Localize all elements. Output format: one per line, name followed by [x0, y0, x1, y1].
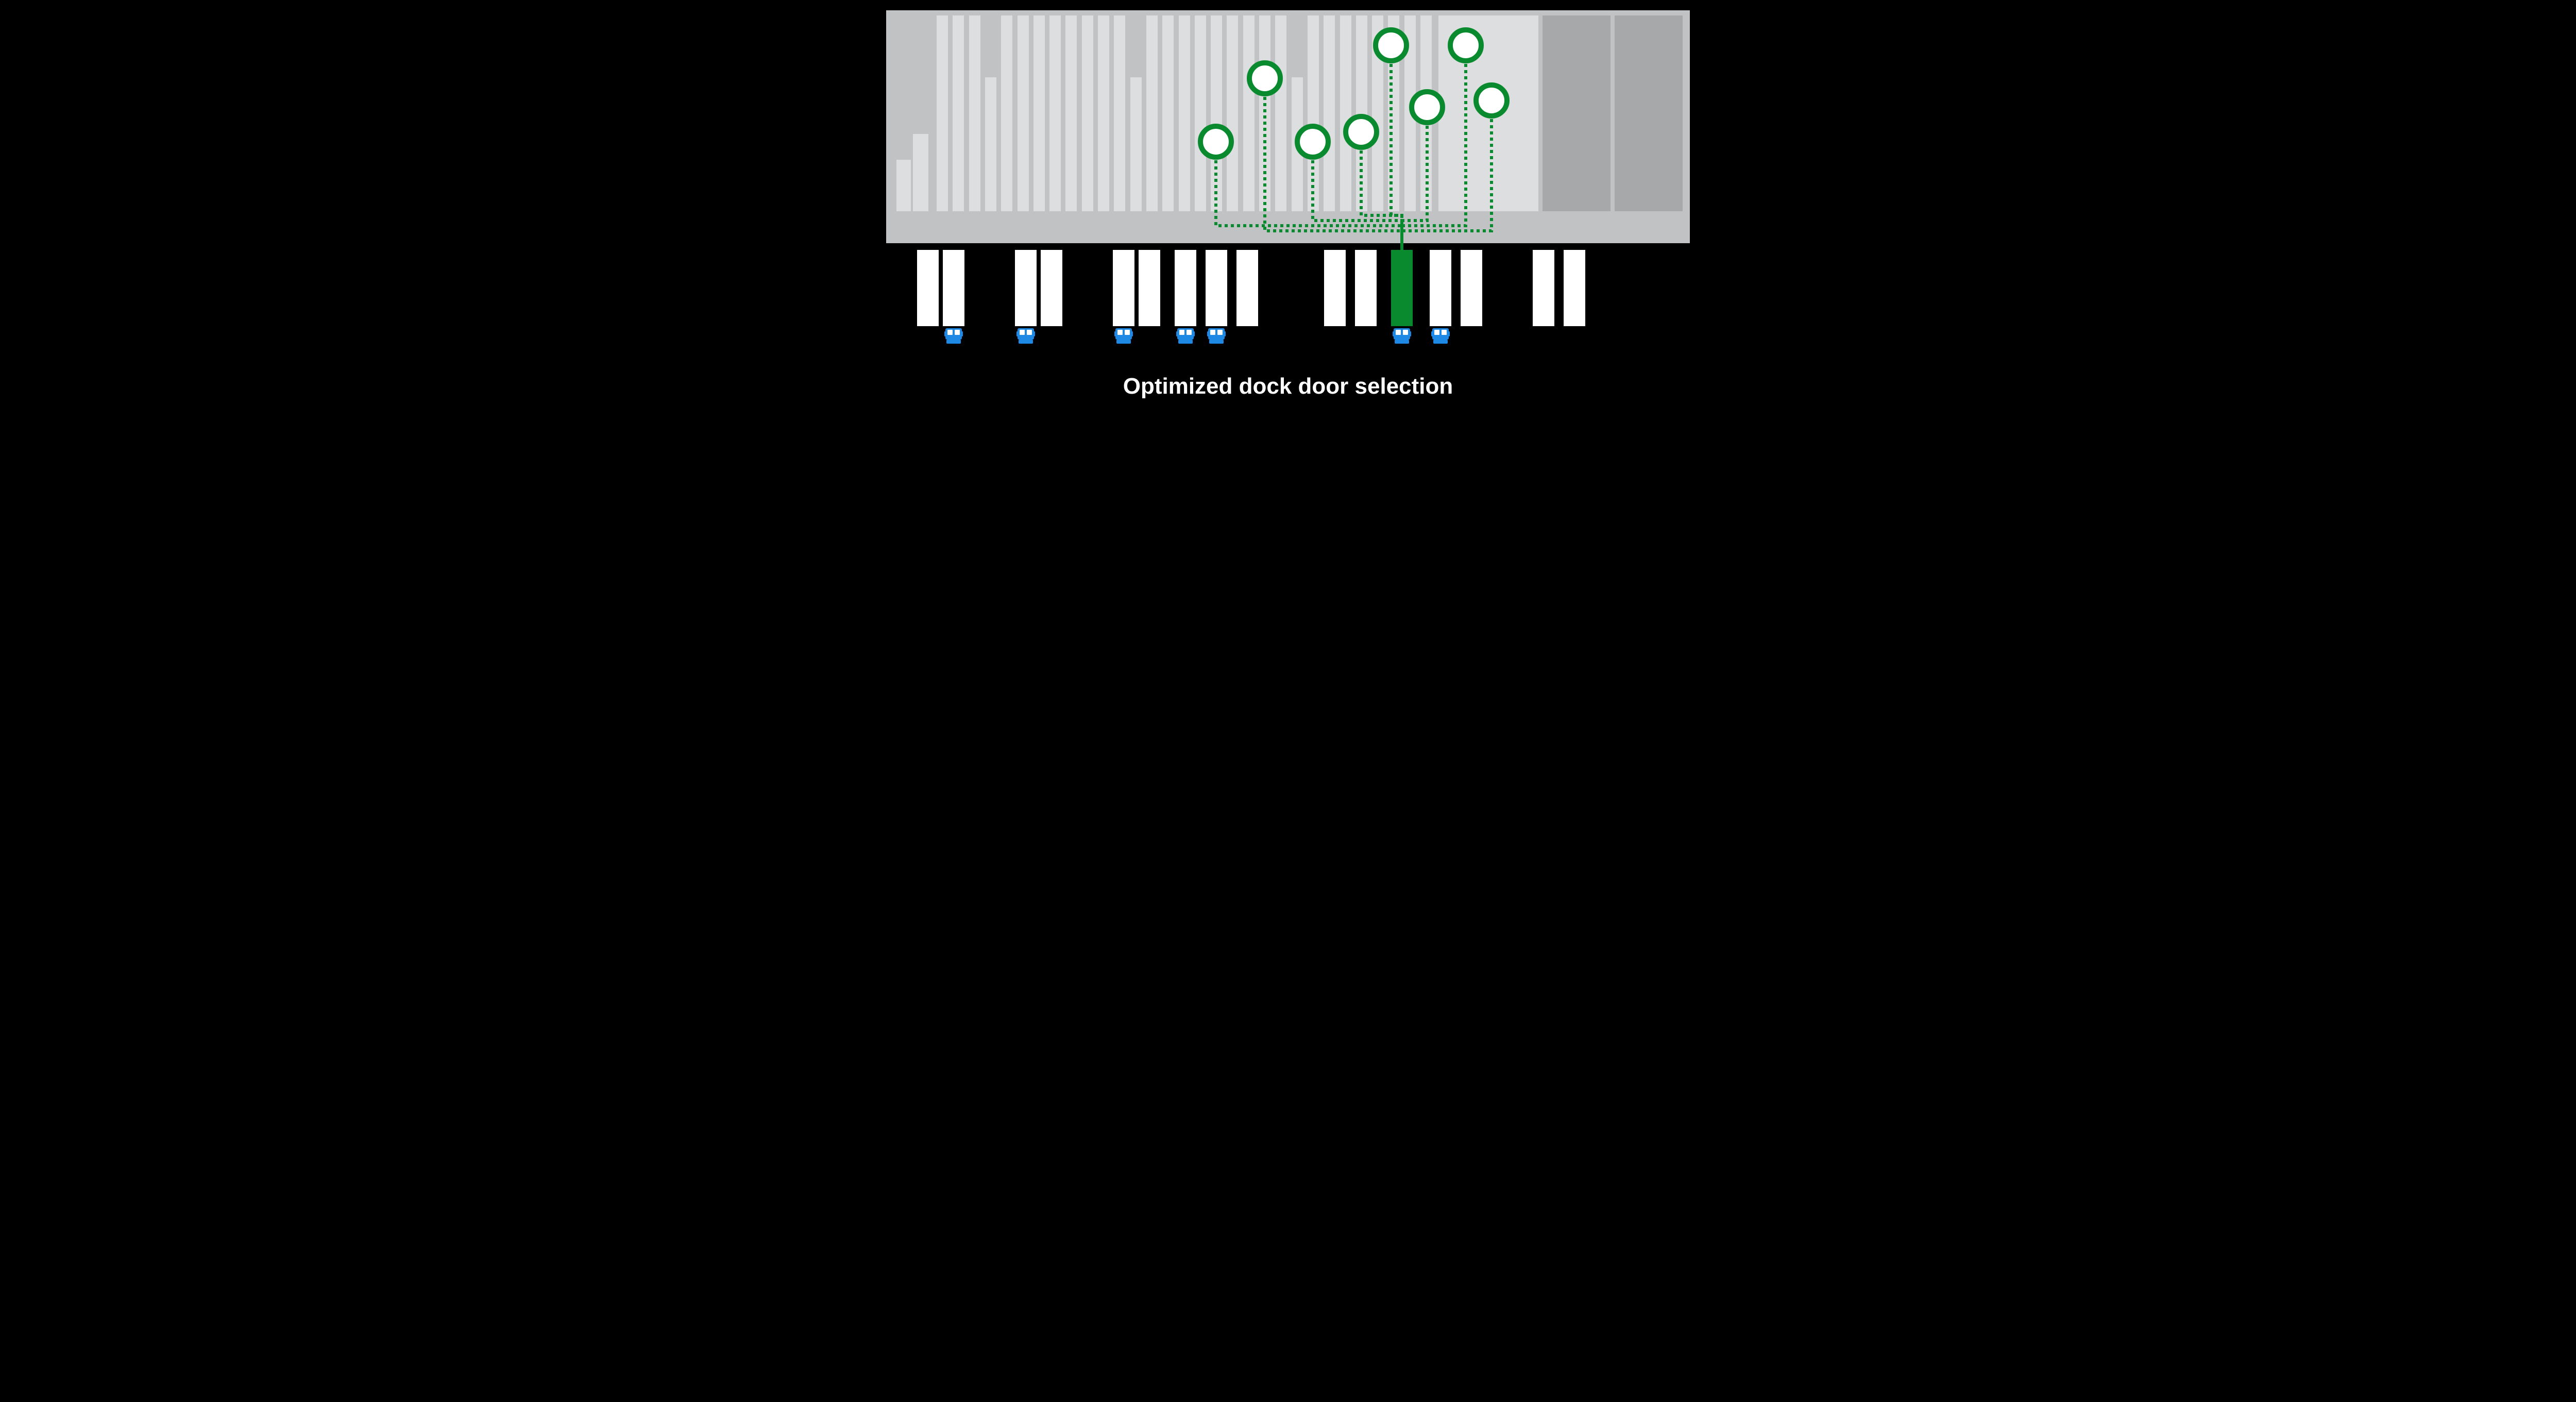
rack-column — [1243, 15, 1255, 211]
dock-bay — [943, 250, 964, 347]
rack-column — [985, 77, 996, 211]
side-block — [1543, 202, 1611, 211]
rack-column — [1227, 15, 1238, 211]
dock-bay — [1041, 250, 1062, 326]
rack-column — [1372, 15, 1383, 211]
trailer — [1564, 250, 1585, 326]
truck-cab-icon — [1431, 328, 1450, 346]
rack-column — [1001, 15, 1012, 211]
truck-cab-icon — [1176, 328, 1195, 346]
rack-column — [1162, 15, 1174, 211]
dock-bay — [1430, 250, 1451, 347]
rack-column — [1420, 15, 1432, 211]
dock-bay — [1015, 250, 1037, 347]
truck-cab-icon — [1016, 328, 1035, 346]
rack-column — [1130, 77, 1142, 211]
truck-cab-icon — [944, 328, 963, 346]
trailer — [943, 250, 964, 326]
rack-column — [1404, 15, 1416, 211]
rack-column — [1146, 15, 1158, 211]
trailer — [1324, 250, 1346, 326]
rack-column — [1388, 15, 1399, 211]
rack-step — [913, 134, 928, 211]
rack-column — [1324, 15, 1335, 211]
trailer — [1391, 250, 1413, 326]
trailer — [1461, 250, 1482, 326]
diagram-caption: Optimized dock door selection — [876, 374, 1700, 399]
rack-column — [953, 15, 964, 211]
dock-bay — [1355, 250, 1377, 326]
trailer — [1430, 250, 1451, 326]
rack-column — [1098, 15, 1109, 211]
side-block — [1438, 202, 1538, 211]
rack-column — [1049, 15, 1061, 211]
dock-bay — [1139, 250, 1160, 326]
dock-bay — [1236, 250, 1258, 326]
rack-column — [1275, 15, 1286, 211]
rack-column — [969, 15, 980, 211]
dock-bay — [1461, 250, 1482, 326]
dock-bay — [1206, 250, 1227, 347]
trailer — [1236, 250, 1258, 326]
side-block — [1615, 202, 1683, 211]
truck-cab-icon — [1393, 328, 1411, 346]
trailer — [1206, 250, 1227, 326]
side-block — [1438, 15, 1538, 202]
trailer — [1533, 250, 1554, 326]
rack-column — [1179, 15, 1190, 211]
dock-bay — [1175, 250, 1196, 347]
rack-column — [1195, 15, 1206, 211]
truck-cab-icon — [1207, 328, 1226, 346]
dock-bay — [1113, 250, 1134, 347]
rack-column — [1211, 15, 1222, 211]
rack-column — [1033, 15, 1045, 211]
trailer — [1139, 250, 1160, 326]
rack-column — [1356, 15, 1367, 211]
diagram-stage: Optimized dock door selection — [876, 0, 1700, 412]
dock-bay — [1564, 250, 1585, 326]
dock-bay — [1533, 250, 1554, 326]
trailer — [1041, 250, 1062, 326]
dock-bay-selected — [1391, 250, 1413, 347]
rack-column — [1018, 15, 1029, 211]
rack-column — [1259, 15, 1270, 211]
rack-column — [1340, 15, 1351, 211]
rack-column — [1065, 15, 1077, 211]
side-block — [1543, 15, 1611, 202]
trailer — [917, 250, 939, 326]
rack-column — [1114, 15, 1125, 211]
rack-column — [1292, 77, 1303, 211]
trailer — [1175, 250, 1196, 326]
trailer — [1015, 250, 1037, 326]
rack-step — [896, 160, 911, 211]
rack-column — [937, 15, 948, 211]
truck-cab-icon — [1114, 328, 1133, 346]
trailer — [1355, 250, 1377, 326]
side-block — [1615, 15, 1683, 202]
rack-column — [1308, 15, 1319, 211]
dock-bay — [1324, 250, 1346, 326]
rack-column — [1082, 15, 1093, 211]
dock-bay — [917, 250, 939, 326]
trailer — [1113, 250, 1134, 326]
